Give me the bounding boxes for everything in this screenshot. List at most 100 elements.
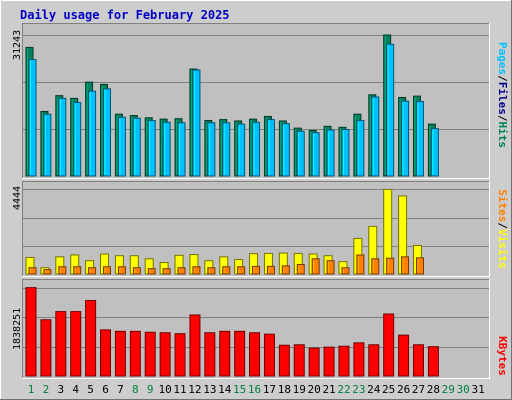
files-bar-body <box>192 69 201 177</box>
files-bar-body <box>103 88 112 177</box>
kbytes-bar <box>85 300 97 377</box>
kbytes-bar <box>100 329 112 377</box>
sites-bar <box>296 263 305 275</box>
kbytes-bar <box>412 344 424 377</box>
x-tick-label: 29 <box>442 383 455 396</box>
files-bar <box>192 69 201 177</box>
y-max-label-visits: 4444 <box>12 186 23 210</box>
files-bar <box>88 90 97 177</box>
sites-bar-body <box>401 256 410 275</box>
x-tick-label: 1 <box>28 383 35 396</box>
x-tick-label: 9 <box>147 383 154 396</box>
sites-bar <box>415 257 424 275</box>
x-tick-label: 7 <box>117 383 124 396</box>
kbytes-bar-body <box>174 333 186 377</box>
files-bar <box>371 96 380 177</box>
files-bar-body <box>371 96 380 177</box>
files-bar-body <box>222 122 231 177</box>
legend-pages: Pages <box>496 42 509 75</box>
y-max-label-hits: 31243 <box>12 30 23 60</box>
kbytes-bar <box>263 333 275 377</box>
legend-sep: / <box>496 115 509 122</box>
files-bar-body <box>296 130 305 177</box>
kbytes-bar-body <box>114 330 126 377</box>
kbytes-bar-body <box>55 311 67 377</box>
sites-bar-body <box>28 267 37 275</box>
files-bar <box>281 123 290 177</box>
sites-bar-body <box>73 266 82 275</box>
kbytes-bar <box>383 313 395 377</box>
sites-bar <box>162 268 171 275</box>
kbytes-bar <box>129 330 141 377</box>
kbytes-bars <box>25 287 439 377</box>
sites-bar <box>58 266 67 275</box>
files-bar-body <box>401 100 410 177</box>
legend-kbytes: KBytes <box>496 336 509 376</box>
files-bar <box>401 100 410 177</box>
files-bar <box>356 119 365 177</box>
sites-bar <box>192 266 201 275</box>
files-bar <box>132 117 141 177</box>
visits-sites-bars <box>25 188 424 275</box>
files-bar-body <box>430 128 439 177</box>
files-bar-body <box>117 116 126 177</box>
legend-visits: Visits <box>496 229 509 269</box>
sites-bar <box>356 254 365 275</box>
kbytes-bar-body <box>204 332 216 377</box>
x-tick-label: 27 <box>412 383 425 396</box>
sites-bar-body <box>58 266 67 275</box>
sites-bar <box>401 256 410 275</box>
files-bar-body <box>147 119 156 177</box>
kbytes-bar <box>353 342 365 377</box>
files-bar <box>162 121 171 177</box>
kbytes-bar-body <box>412 344 424 377</box>
kbytes-bar <box>70 311 82 377</box>
sites-bar <box>341 267 350 275</box>
files-bar-body <box>162 121 171 177</box>
files-bar <box>311 132 320 177</box>
files-bar-body <box>386 43 395 177</box>
y-axis-labels: 31243 4444 1838251 <box>12 30 23 350</box>
kbytes-bar <box>398 334 410 377</box>
sites-bar <box>132 267 141 275</box>
sites-bar-body <box>386 257 395 275</box>
kbytes-bar-body <box>323 346 335 377</box>
files-bar <box>326 129 335 177</box>
x-tick-label: 15 <box>233 383 246 396</box>
x-tick-label: 18 <box>278 383 291 396</box>
kbytes-bar <box>159 332 171 377</box>
files-bar <box>73 101 82 177</box>
files-bar-body <box>415 101 424 177</box>
sites-bar-body <box>103 266 112 275</box>
kbytes-bar-body <box>189 314 201 377</box>
sites-bar-body <box>266 265 275 275</box>
sites-bar <box>117 266 126 275</box>
kbytes-bar <box>204 332 216 377</box>
kbytes-bar-body <box>40 319 52 377</box>
kbytes-bar-body <box>353 342 365 377</box>
kbytes-bar-body <box>25 287 37 377</box>
sites-bar <box>371 258 380 275</box>
legend-sep: / <box>496 75 509 82</box>
x-tick-label: 4 <box>72 383 79 396</box>
legend-kbytes: KBytes <box>496 336 509 376</box>
sites-bar-body <box>147 268 156 275</box>
sites-bar-body <box>356 254 365 275</box>
kbytes-bar <box>368 344 380 377</box>
files-bar <box>430 128 439 177</box>
sites-bar <box>207 267 216 275</box>
files-bar-body <box>88 90 97 177</box>
files-bar <box>58 97 67 177</box>
x-tick-label: 19 <box>293 383 306 396</box>
kbytes-bar <box>427 346 439 377</box>
x-tick-label: 26 <box>397 383 410 396</box>
x-tick-label: 22 <box>337 383 350 396</box>
files-bar-body <box>356 119 365 177</box>
kbytes-bar-body <box>383 313 395 377</box>
files-bar <box>117 116 126 177</box>
files-bar-body <box>177 122 186 177</box>
files-bar <box>207 122 216 177</box>
x-tick-label: 8 <box>132 383 139 396</box>
